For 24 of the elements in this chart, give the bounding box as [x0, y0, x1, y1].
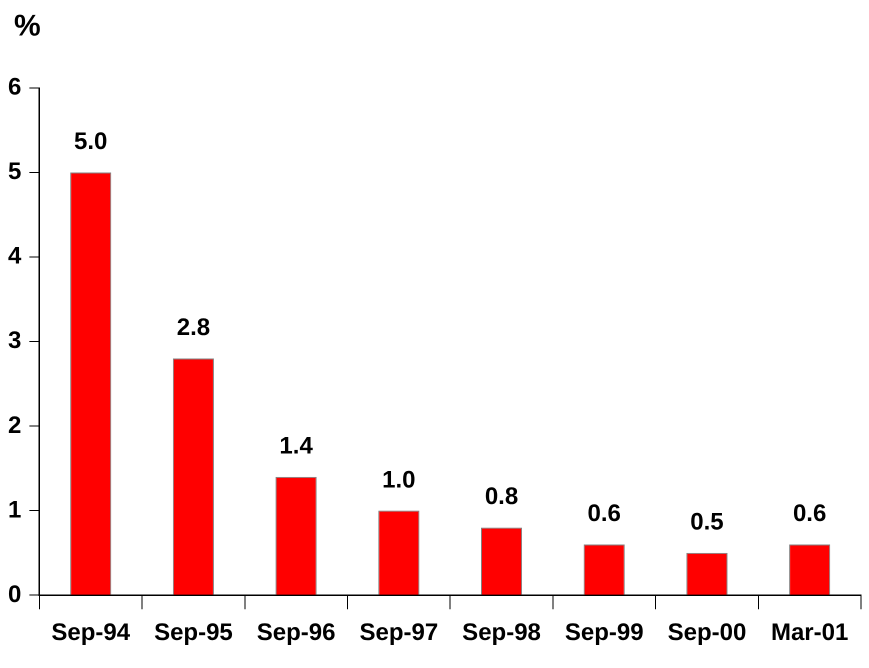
data-label: 5.0: [74, 128, 108, 156]
y-tick-label: 6: [8, 74, 22, 101]
y-tick-label: 0: [8, 580, 22, 608]
x-tick-label: Sep-00: [668, 619, 746, 646]
data-label: 2.8: [176, 314, 210, 342]
y-axis-title: %: [14, 9, 41, 42]
y-tick-label: 5: [8, 158, 22, 186]
data-label: 1.0: [382, 466, 416, 494]
data-label: 0.6: [792, 500, 826, 528]
x-tick-label: Mar-01: [770, 619, 848, 646]
data-label: 1.4: [279, 432, 314, 460]
data-label: 0.6: [588, 500, 621, 528]
data-label: 0.5: [690, 508, 724, 536]
x-tick-label: Sep-96: [256, 619, 336, 646]
data-label: 0.8: [484, 483, 518, 510]
y-tick-label: 2: [8, 412, 22, 439]
x-tick-label: Sep-95: [154, 619, 233, 646]
x-tick-label: Sep-99: [564, 619, 644, 646]
y-tick-label: 3: [8, 327, 22, 354]
y-tick-label: 4: [8, 242, 22, 270]
x-tick-label: Sep-98: [462, 619, 541, 646]
y-tick-label: 1: [8, 496, 22, 524]
x-tick-label: Sep-94: [51, 619, 131, 646]
x-tick-label: Sep-97: [359, 619, 438, 646]
